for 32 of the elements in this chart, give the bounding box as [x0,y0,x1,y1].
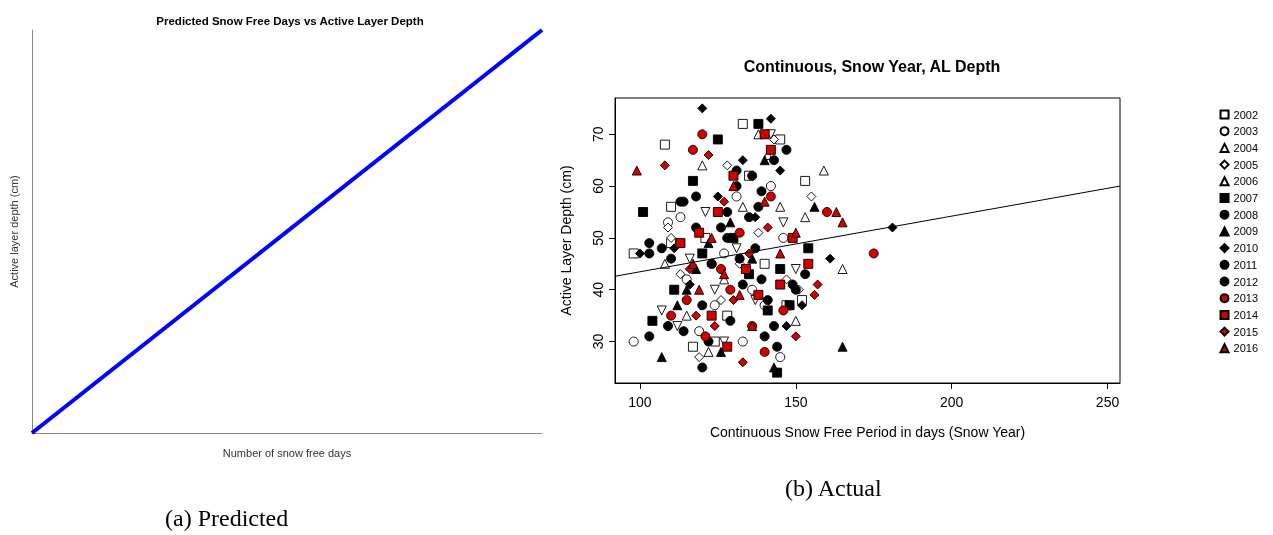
legend-label: 2009 [1233,225,1259,238]
y-tick-label: 70 [590,126,606,143]
y-axis-title: Active layer depth (cm) [7,175,20,288]
x-tick-label: 250 [1095,394,1120,410]
legend-label: 2007 [1233,192,1259,204]
text: (b) Actual [785,475,882,501]
y-tick-label: 60 [590,178,606,194]
x-tick-label: 200 [939,394,964,410]
y-tick-label: 40 [590,281,606,298]
x-axis-title: Number of snow free days [222,446,352,459]
legend-label: 2002 [1233,108,1259,121]
legend-label: 2012 [1233,275,1259,288]
legend-label: 2003 [1233,125,1259,138]
x-tick-label: 150 [784,394,808,410]
y-tick-label: 30 [590,333,606,350]
text: (a) Predicted [165,505,289,531]
legend-label: 2014 [1233,308,1259,321]
legend-label: 2004 [1233,141,1259,154]
legend-label: 2005 [1233,158,1259,171]
legend-label: 2016 [1233,342,1259,355]
x-axis-title: Continuous Snow Free Period in days (Snow Year) [709,424,1026,440]
x-tick-label: 100 [628,394,652,410]
legend-label: 2006 [1233,175,1259,188]
legend-label: 2010 [1233,242,1259,255]
chart-title: Continuous, Snow Year, AL Depth [743,57,1001,75]
legend-label: 2013 [1233,292,1259,305]
chart-title: Predicted Snow Free Days vs Active Layer Depth [156,15,424,27]
legend-label: 2008 [1233,208,1259,221]
y-tick-label: 50 [590,229,606,246]
legend-label: 2015 [1233,325,1259,338]
y-axis-title: Active Layer Depth (cm) [558,165,574,316]
legend-label: 2011 [1233,258,1258,271]
